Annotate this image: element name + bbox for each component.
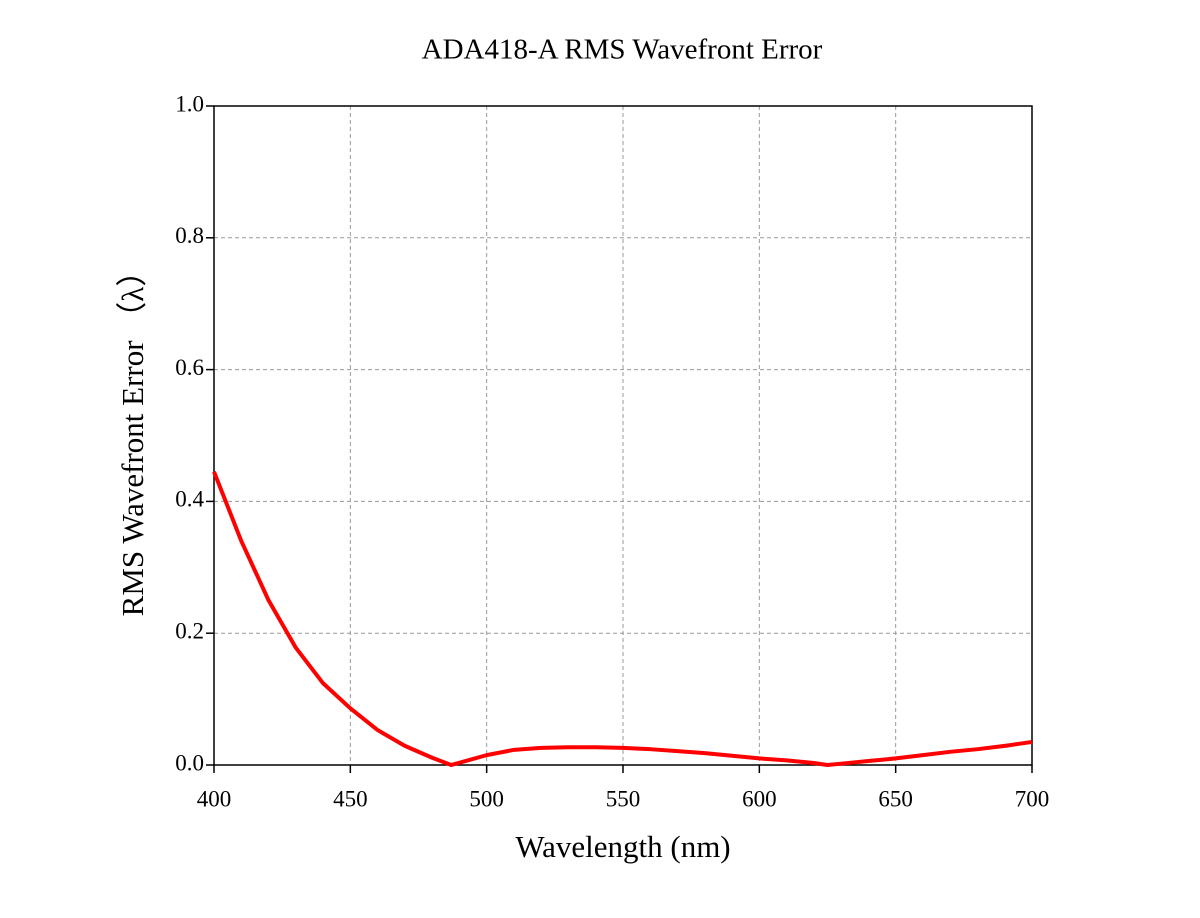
y-tick-label: 0.0 <box>175 750 204 775</box>
x-tick-label: 500 <box>469 786 504 811</box>
plot-frame <box>213 105 1033 766</box>
x-tick-label: 700 <box>1015 786 1050 811</box>
y-tick-label: 1.0 <box>175 91 204 116</box>
y-tick-label: 0.4 <box>175 487 204 512</box>
x-tick-label: 400 <box>197 786 232 811</box>
y-tick-label: 0.6 <box>175 355 204 380</box>
chart-title: ADA418-A RMS Wavefront Error <box>422 34 823 66</box>
x-tick-label: 450 <box>333 786 368 811</box>
x-tick-label: 550 <box>606 786 641 811</box>
y-tick-label: 0.8 <box>175 223 204 248</box>
x-axis-title: Wavelength (nm) <box>515 829 730 864</box>
data-line <box>212 471 1033 767</box>
y-tick-label: 0.2 <box>175 618 204 643</box>
y-axis-title: RMS Wavefront Error （λ） <box>115 256 150 617</box>
x-tick-label: 650 <box>878 786 913 811</box>
x-tick-label: 600 <box>742 786 777 811</box>
